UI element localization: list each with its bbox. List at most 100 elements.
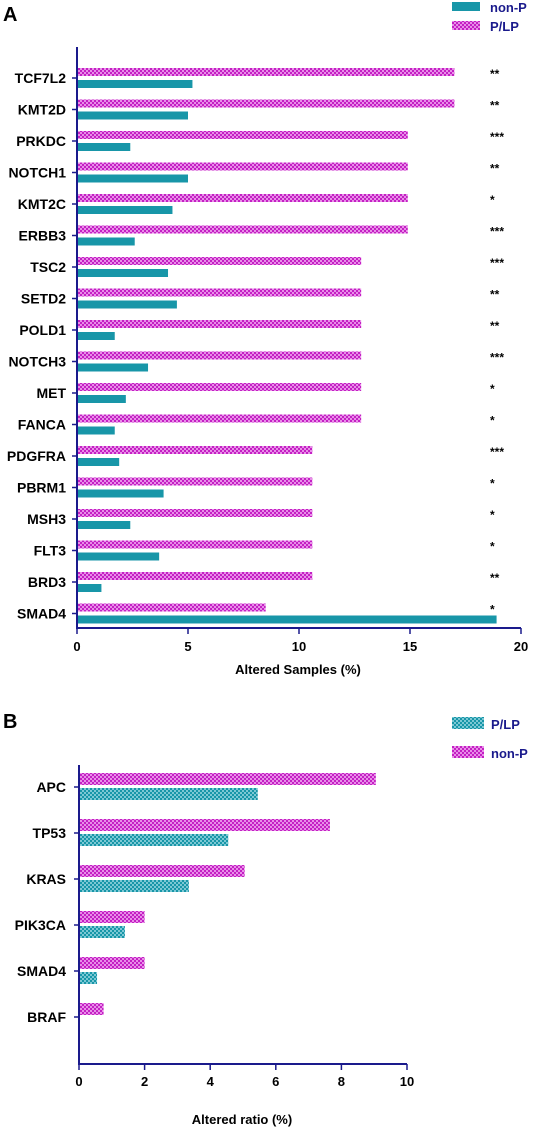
significance-kmt2d: ** (490, 99, 500, 113)
panel-a-axes: 0 5 10 15 20 (72, 47, 528, 654)
significance-flt3: * (490, 540, 495, 554)
significance-notch3: *** (490, 351, 504, 365)
gene-label-pik3ca: PIK3CA (15, 917, 66, 933)
bar-p-lp-notch3 (77, 351, 362, 360)
bar-non-p-apc (79, 773, 376, 785)
panel-a-gene-labels: TCF7L2 KMT2D PRKDC NOTCH1 KMT2C ERBB3 TSC2 SETD… (7, 70, 67, 622)
panel-a-x-axis-title: Altered Samples (%) (235, 662, 361, 677)
bar-non-p-kmt2d (77, 111, 188, 120)
gene-label-flt3: FLT3 (34, 543, 67, 559)
gene-label-smad4: SMAD4 (17, 606, 66, 622)
bar-non-p-notch3 (77, 363, 149, 372)
bar-non-p-pbrm1 (77, 489, 164, 498)
bar-p-lp-kmt2c (77, 194, 408, 202)
panel-b-x-axis-title: Altered ratio (%) (192, 1112, 292, 1127)
panel-a-bars (77, 68, 497, 624)
panel-b-axes: 0 2 4 6 8 10 (74, 765, 414, 1089)
significance-msh3: * (490, 508, 495, 522)
bar-p-lp-pbrm1 (77, 477, 313, 486)
x-tick-label: 4 (207, 1074, 215, 1089)
bar-non-p-msh3 (77, 521, 131, 529)
significance-kmt2c: * (490, 193, 495, 207)
gene-label-tcf7l2: TCF7L2 (15, 70, 67, 86)
gene-label-brd3: BRD3 (28, 574, 66, 590)
bar-p-lp-apc (79, 788, 258, 800)
significance-brd3: ** (490, 571, 500, 585)
bar-p-lp-kras (79, 880, 189, 892)
x-tick-label: 20 (514, 639, 528, 654)
bar-non-p-fanca (77, 426, 115, 435)
bar-non-p-kmt2c (77, 206, 173, 214)
gene-label-tp53: TP53 (33, 825, 67, 841)
bar-p-lp-tcf7l2 (77, 68, 455, 76)
significance-notch1: ** (490, 162, 500, 176)
bar-non-p-brd3 (77, 584, 102, 592)
significance-tsc2: *** (490, 256, 504, 270)
bar-p-lp-notch1 (77, 162, 408, 171)
bar-non-p-flt3 (77, 552, 160, 561)
legend-swatch-p-lp (452, 717, 484, 729)
panel-a-letter: A (3, 4, 17, 26)
significance-pold1: ** (490, 319, 500, 333)
x-tick-label: 10 (400, 1074, 414, 1089)
bar-non-p-smad4 (79, 957, 145, 969)
x-tick-label: 6 (272, 1074, 279, 1089)
bar-p-lp-kmt2d (77, 99, 455, 108)
gene-label-erbb3: ERBB3 (19, 228, 67, 244)
gene-label-kmt2c: KMT2C (18, 196, 66, 212)
bar-non-p-smad4 (77, 615, 497, 624)
panel-a-legend: non-P P/LP (452, 0, 527, 34)
bar-p-lp-setd2 (77, 288, 362, 297)
significance-pbrm1: * (490, 477, 495, 491)
gene-label-setd2: SETD2 (21, 291, 66, 307)
bar-p-lp-fanca (77, 414, 362, 423)
panel-a-chart: A non-P P/LP TCF7L2 KMT2D PRKDC NOTCH1 KMT2C… (3, 0, 528, 677)
bar-p-lp-pold1 (77, 320, 362, 328)
legend-swatch-non-p (452, 746, 484, 758)
significance-tcf7l2: ** (490, 67, 500, 81)
bar-p-lp-brd3 (77, 572, 313, 580)
bar-p-lp-flt3 (77, 540, 313, 549)
gene-label-smad4: SMAD4 (17, 963, 66, 979)
bar-p-lp-erbb3 (77, 225, 408, 234)
legend-label-non-p: non-P (490, 0, 527, 15)
legend-swatch-p-lp (452, 21, 480, 30)
panel-b-chart: B P/LP non-P APCTP53KRASPIK3CASMAD4BRAF … (3, 711, 528, 1127)
bar-non-p-pdgfra (77, 458, 120, 466)
bar-non-p-braf (79, 1003, 104, 1015)
x-tick-label: 15 (403, 639, 417, 654)
bar-p-lp-smad4 (77, 603, 266, 612)
bar-p-lp-tsc2 (77, 257, 362, 265)
bar-non-p-prkdc (77, 143, 131, 151)
significance-met: * (490, 382, 495, 396)
gene-label-tsc2: TSC2 (30, 259, 66, 275)
legend-swatch-non-p (452, 2, 480, 11)
gene-label-met: MET (36, 385, 66, 401)
gene-label-pold1: POLD1 (19, 322, 66, 338)
gene-label-notch1: NOTCH1 (8, 165, 66, 181)
gene-label-fanca: FANCA (18, 417, 66, 433)
bar-p-lp-met (77, 383, 362, 391)
bar-p-lp-pik3ca (79, 926, 125, 938)
significance-pdgfra: *** (490, 445, 504, 459)
gene-label-prkdc: PRKDC (16, 133, 66, 149)
x-tick-label: 10 (292, 639, 306, 654)
bar-non-p-met (77, 395, 126, 403)
legend-label-non-p: non-P (491, 746, 528, 761)
legend-label-p-lp: P/LP (491, 717, 520, 732)
gene-label-kras: KRAS (26, 871, 66, 887)
significance-prkdc: *** (490, 130, 504, 144)
panel-b-letter: B (3, 711, 17, 733)
bar-non-p-tp53 (79, 819, 330, 831)
gene-label-apc: APC (36, 779, 66, 795)
bar-non-p-tsc2 (77, 269, 169, 277)
bar-p-lp-tp53 (79, 834, 229, 846)
bar-p-lp-smad4 (79, 972, 98, 984)
gene-label-braf: BRAF (27, 1009, 66, 1025)
bar-non-p-tcf7l2 (77, 80, 193, 88)
gene-label-pbrm1: PBRM1 (17, 480, 66, 496)
x-tick-label: 0 (75, 1074, 82, 1089)
panel-a-significance: ********************************** (490, 67, 504, 617)
x-tick-label: 0 (73, 639, 80, 654)
